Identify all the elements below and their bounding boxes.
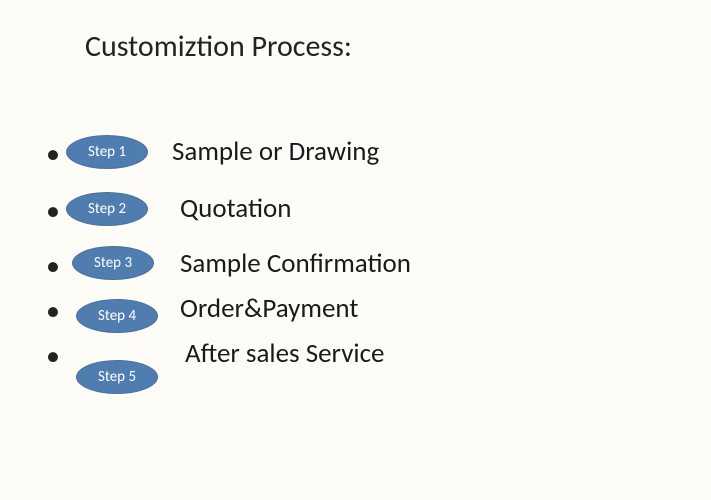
step-pill-1: Step 1 xyxy=(66,135,148,169)
step-label-1: Sample or Drawing xyxy=(172,135,379,168)
step-label-2: Quotation xyxy=(180,192,291,225)
step-pill-5-text: Step 5 xyxy=(98,368,136,386)
step-label-3: Sample Confirmation xyxy=(180,247,411,280)
step-label-4: Order&Payment xyxy=(180,292,358,325)
bullet-dot: • xyxy=(46,297,60,325)
slide-canvas: Customiztion Process: • Step 1 Sample or… xyxy=(0,0,711,500)
step-pill-1-text: Step 1 xyxy=(88,143,126,161)
step-pill-2-text: Step 2 xyxy=(88,200,126,218)
step-pill-3-text: Step 3 xyxy=(94,254,132,272)
step-label-5: After sales Service xyxy=(185,337,384,370)
step-pill-5: Step 5 xyxy=(76,360,158,394)
bullet-dot: • xyxy=(46,252,60,280)
step-pill-2: Step 2 xyxy=(66,192,148,226)
step-pill-4: Step 4 xyxy=(76,299,158,333)
step-pill-4-text: Step 4 xyxy=(98,307,136,325)
bullet-dot: • xyxy=(46,342,60,370)
step-pill-3: Step 3 xyxy=(72,246,154,280)
bullet-dot: • xyxy=(46,197,60,225)
bullet-dot: • xyxy=(46,140,60,168)
slide-title: Customiztion Process: xyxy=(85,28,352,65)
